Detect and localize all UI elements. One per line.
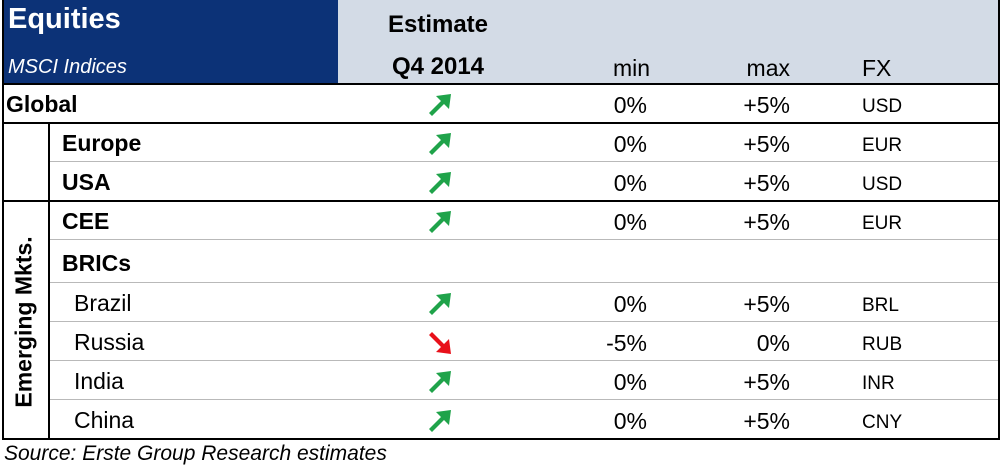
up-right-arrow-icon [426,408,454,434]
row-divider [50,399,998,400]
header-divider [2,83,1000,85]
min-value: 0% [613,170,647,196]
table-right-border [998,0,1000,440]
period-header: Q4 2014 [391,53,485,80]
max-value: +5% [743,291,790,317]
table-row: Europe 0% +5% EUR [0,124,1002,163]
row-divider [50,360,998,361]
source-note: Source: Erste Group Research estimates [4,442,387,465]
fx-value: BRL [862,295,899,316]
global-divider [2,122,1000,124]
row-label: Global [6,91,78,117]
row-divider [50,161,998,162]
row-divider [50,282,998,283]
header-columns-cell [338,0,1000,83]
table-row: Brazil 0% +5% BRL [0,284,1002,323]
max-header: max [746,55,790,81]
row-label: China [74,407,135,433]
row-label: BRICs [62,250,132,276]
estimate-header: Estimate [387,11,489,38]
group-column-divider [48,122,50,438]
up-right-arrow-icon [426,209,454,235]
up-right-arrow-icon [426,369,454,395]
min-value: 0% [613,408,647,434]
max-value: +5% [743,170,790,196]
row-divider [50,321,998,322]
max-value: +5% [743,209,790,235]
up-right-arrow-icon [426,170,454,196]
table-row: Global 0% +5% USD [0,85,1002,124]
fx-value: INR [862,373,895,394]
max-value: +5% [743,369,790,395]
fx-value: RUB [862,334,903,355]
min-value: 0% [613,291,647,317]
max-value: +5% [743,92,790,118]
table-row: India 0% +5% INR [0,362,1002,401]
up-right-arrow-icon [426,131,454,157]
max-value: 0% [756,330,790,356]
table-row: BRICs [0,244,1002,283]
fx-value: USD [862,174,903,195]
table-bottom-border [2,438,1000,440]
row-label: Brazil [74,290,132,316]
header-title-cell [2,0,338,83]
fx-value: EUR [862,213,903,234]
row-label: India [74,368,124,394]
min-value: 0% [613,369,647,395]
table-row: USA 0% +5% USD [0,163,1002,202]
row-label: USA [62,169,111,195]
min-value: -5% [606,330,647,356]
max-value: +5% [743,408,790,434]
down-right-arrow-icon [426,330,454,356]
fx-value: EUR [862,135,903,156]
row-label: Russia [74,329,145,355]
table-row: China 0% +5% CNY [0,401,1002,440]
row-label: Europe [62,130,142,156]
min-value: 0% [613,209,647,235]
up-right-arrow-icon [426,92,454,118]
min-value: 0% [613,92,647,118]
fx-header: FX [862,55,892,81]
row-label: CEE [62,208,110,234]
table-row: Russia -5% 0% RUB [0,323,1002,362]
developed-divider [2,200,1000,202]
table-title: Equities [8,3,121,35]
fx-value: USD [862,96,903,117]
min-value: 0% [613,131,647,157]
fx-value: CNY [862,412,903,433]
up-right-arrow-icon [426,291,454,317]
table-subtitle: MSCI Indices [8,56,127,78]
row-divider [50,239,998,240]
max-value: +5% [743,131,790,157]
table-left-border [2,0,4,440]
min-header: min [612,55,650,81]
table-row: CEE 0% +5% EUR [0,202,1002,241]
